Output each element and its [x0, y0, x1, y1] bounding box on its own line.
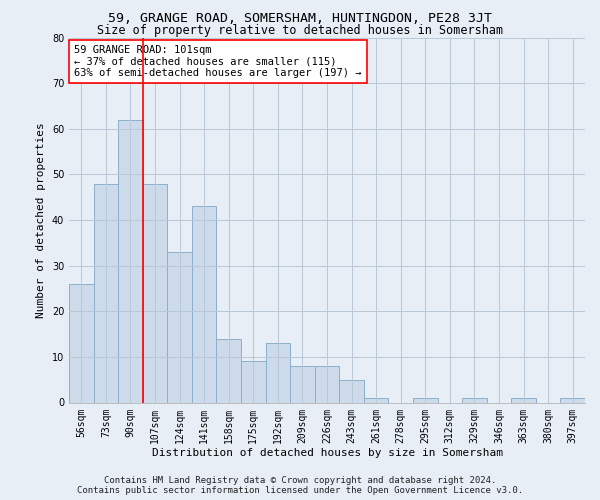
Text: 59, GRANGE ROAD, SOMERSHAM, HUNTINGDON, PE28 3JT: 59, GRANGE ROAD, SOMERSHAM, HUNTINGDON, … — [108, 12, 492, 26]
Text: Contains HM Land Registry data © Crown copyright and database right 2024.
Contai: Contains HM Land Registry data © Crown c… — [77, 476, 523, 495]
Bar — [241, 362, 266, 403]
Bar — [364, 398, 388, 402]
Bar — [143, 184, 167, 402]
Bar — [339, 380, 364, 402]
Bar — [217, 338, 241, 402]
Bar — [560, 398, 585, 402]
Bar — [266, 343, 290, 402]
Bar — [118, 120, 143, 403]
Text: Size of property relative to detached houses in Somersham: Size of property relative to detached ho… — [97, 24, 503, 37]
Bar — [94, 184, 118, 402]
Bar — [167, 252, 192, 402]
Y-axis label: Number of detached properties: Number of detached properties — [36, 122, 46, 318]
Bar — [315, 366, 339, 403]
X-axis label: Distribution of detached houses by size in Somersham: Distribution of detached houses by size … — [151, 448, 503, 458]
Bar — [192, 206, 217, 402]
Bar — [290, 366, 315, 403]
Bar — [511, 398, 536, 402]
Bar — [462, 398, 487, 402]
Bar — [413, 398, 437, 402]
Text: 59 GRANGE ROAD: 101sqm
← 37% of detached houses are smaller (115)
63% of semi-de: 59 GRANGE ROAD: 101sqm ← 37% of detached… — [74, 45, 362, 78]
Bar — [69, 284, 94, 403]
